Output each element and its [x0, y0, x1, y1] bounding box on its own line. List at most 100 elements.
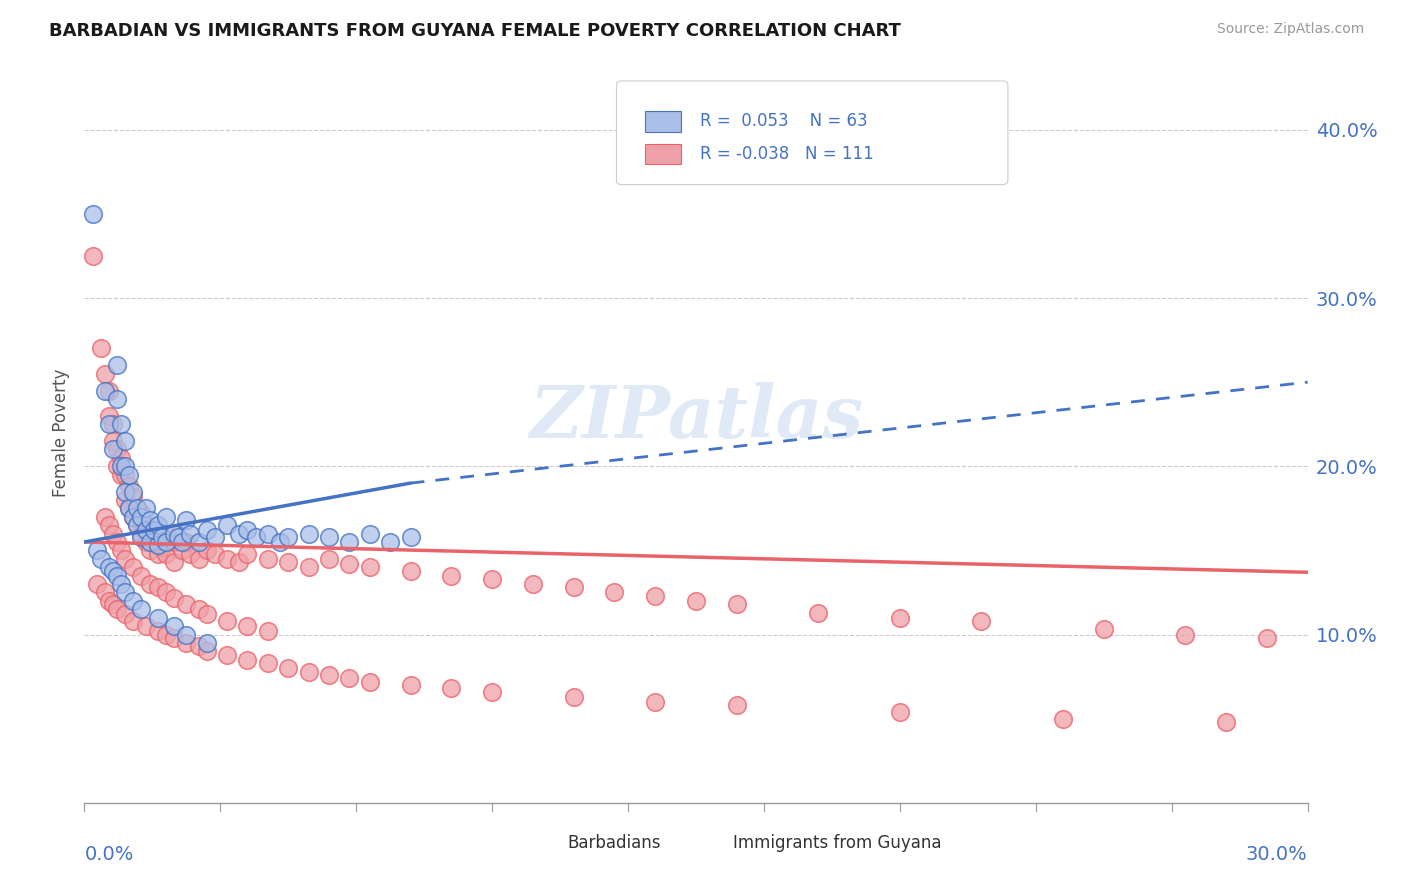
Point: [146, 538, 169, 552]
Point: [122, 484, 145, 499]
Point: [131, 526, 153, 541]
Point: [101, 526, 124, 541]
Point: [101, 564, 124, 578]
FancyBboxPatch shape: [644, 144, 682, 164]
Point: [135, 535, 157, 549]
Point: [82, 207, 104, 221]
Point: [179, 547, 201, 561]
Point: [146, 624, 169, 639]
Point: [146, 530, 169, 544]
Point: [163, 619, 186, 633]
Point: [163, 555, 186, 569]
Point: [105, 568, 128, 582]
Point: [228, 526, 250, 541]
Point: [114, 551, 136, 566]
Point: [114, 607, 136, 622]
Point: [179, 526, 201, 541]
Point: [101, 417, 124, 432]
Point: [174, 636, 197, 650]
Point: [440, 681, 463, 696]
Point: [167, 530, 190, 544]
Point: [204, 530, 226, 544]
Point: [562, 581, 585, 595]
Point: [105, 459, 128, 474]
Point: [142, 535, 165, 549]
Point: [105, 535, 128, 549]
Text: ZIPatlas: ZIPatlas: [529, 383, 863, 453]
Point: [195, 523, 218, 537]
Point: [163, 591, 186, 605]
Point: [174, 535, 197, 549]
Point: [172, 543, 194, 558]
FancyBboxPatch shape: [696, 836, 723, 853]
Point: [163, 526, 186, 541]
Text: Immigrants from Guyana: Immigrants from Guyana: [733, 834, 941, 852]
Point: [131, 602, 153, 616]
FancyBboxPatch shape: [531, 836, 558, 853]
Text: 0.0%: 0.0%: [84, 845, 134, 863]
Point: [135, 619, 157, 633]
Point: [114, 459, 136, 474]
Point: [155, 526, 177, 541]
Point: [399, 678, 422, 692]
Point: [217, 518, 239, 533]
Point: [110, 459, 132, 474]
Text: Barbadians: Barbadians: [568, 834, 661, 852]
Point: [217, 614, 239, 628]
Text: 30.0%: 30.0%: [1246, 845, 1308, 863]
Point: [481, 572, 503, 586]
Point: [970, 614, 993, 628]
Point: [187, 535, 209, 549]
Point: [114, 585, 136, 599]
Point: [97, 594, 120, 608]
Point: [889, 610, 911, 624]
Point: [93, 384, 115, 398]
Point: [339, 557, 361, 571]
Point: [359, 674, 381, 689]
Point: [217, 551, 239, 566]
Point: [195, 636, 218, 650]
Point: [1052, 712, 1074, 726]
Point: [127, 501, 149, 516]
Point: [257, 624, 280, 639]
Point: [236, 653, 259, 667]
Point: [146, 610, 169, 624]
Point: [399, 530, 422, 544]
Text: BARBADIAN VS IMMIGRANTS FROM GUYANA FEMALE POVERTY CORRELATION CHART: BARBADIAN VS IMMIGRANTS FROM GUYANA FEMA…: [49, 22, 901, 40]
Point: [155, 509, 177, 524]
FancyBboxPatch shape: [616, 81, 1008, 185]
Point: [101, 442, 124, 457]
Point: [318, 551, 340, 566]
Point: [82, 249, 104, 263]
Point: [114, 484, 136, 499]
Point: [236, 547, 259, 561]
Point: [174, 627, 197, 641]
Point: [114, 434, 136, 448]
Point: [118, 501, 141, 516]
Point: [644, 589, 666, 603]
Point: [122, 594, 145, 608]
Point: [155, 535, 177, 549]
Point: [93, 585, 115, 599]
Point: [522, 577, 544, 591]
Point: [155, 585, 177, 599]
Point: [122, 560, 145, 574]
Text: R = -0.038   N = 111: R = -0.038 N = 111: [700, 145, 873, 163]
Point: [138, 577, 160, 591]
Point: [131, 530, 153, 544]
Point: [187, 602, 209, 616]
Point: [127, 518, 149, 533]
Point: [105, 392, 128, 406]
Point: [889, 705, 911, 719]
Point: [1215, 714, 1237, 729]
Point: [146, 518, 169, 533]
Point: [195, 644, 218, 658]
Point: [135, 501, 157, 516]
Point: [195, 543, 218, 558]
Point: [101, 434, 124, 448]
Point: [114, 467, 136, 482]
Point: [1174, 627, 1197, 641]
Point: [359, 560, 381, 574]
Point: [114, 492, 136, 507]
Point: [359, 526, 381, 541]
